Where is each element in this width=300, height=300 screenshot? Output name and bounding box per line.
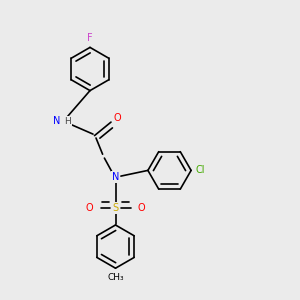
Text: F: F [87, 33, 93, 43]
Text: H: H [64, 117, 71, 126]
Text: O: O [138, 202, 146, 213]
Text: O: O [114, 113, 122, 124]
Text: CH₃: CH₃ [107, 273, 124, 282]
Text: O: O [85, 202, 93, 213]
Text: S: S [112, 202, 118, 213]
Text: Cl: Cl [195, 165, 205, 176]
Text: N: N [112, 172, 119, 182]
Text: N: N [53, 116, 61, 127]
